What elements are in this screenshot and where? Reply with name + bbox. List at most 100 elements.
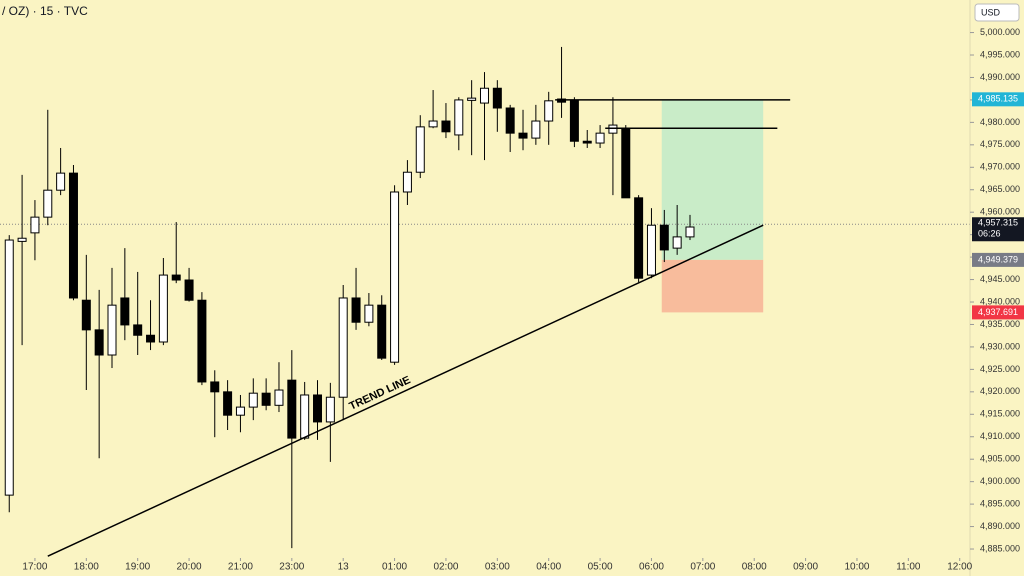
price-label: 4,985.135 xyxy=(978,94,1018,104)
candle-body xyxy=(68,172,78,299)
candle-body xyxy=(133,324,143,336)
candle-body xyxy=(402,171,412,193)
candle-body xyxy=(454,99,464,136)
price-label: 4,937.691 xyxy=(978,307,1018,317)
candle-body xyxy=(544,100,554,122)
candle-body xyxy=(672,236,682,249)
candle-body xyxy=(248,392,258,408)
candle-body xyxy=(300,394,310,439)
candle-body xyxy=(467,97,477,101)
y-tick-label: 4,910.000 xyxy=(980,431,1020,441)
y-tick-label: 4,975.000 xyxy=(980,139,1020,149)
candle-body xyxy=(351,297,361,323)
x-tick-label: 06:00 xyxy=(639,562,664,573)
currency-button[interactable] xyxy=(974,3,1020,22)
candle-body xyxy=(158,274,168,343)
candle-body xyxy=(210,381,220,393)
price-label-box xyxy=(972,252,1024,267)
candle-body xyxy=(274,389,284,406)
y-tick-label: 4,940.000 xyxy=(980,296,1020,306)
countdown-label: 06:26 xyxy=(978,229,1001,239)
x-tick-label: 18:00 xyxy=(74,562,99,573)
candle-body xyxy=(325,396,335,423)
price-label-box xyxy=(972,305,1024,320)
x-tick-label: 23:00 xyxy=(279,562,304,573)
x-tick-label: 07:00 xyxy=(690,562,715,573)
x-tick-label: 11:00 xyxy=(896,562,921,573)
current-price-box xyxy=(972,217,1024,242)
candle-body xyxy=(608,124,618,134)
y-tick-label: 4,925.000 xyxy=(980,364,1020,374)
price-label-box xyxy=(972,92,1024,107)
y-tick-label: 4,895.000 xyxy=(980,498,1020,508)
candle-body xyxy=(146,334,156,343)
price-label: 4,949.379 xyxy=(978,254,1018,264)
x-tick-label: 17:00 xyxy=(22,562,47,573)
candle-body xyxy=(531,120,541,139)
candle-body xyxy=(428,120,438,128)
candle-body xyxy=(235,406,245,416)
trend-line xyxy=(47,224,764,557)
y-tick-label: 4,935.000 xyxy=(980,319,1020,329)
x-tick-label: 04:00 xyxy=(536,562,561,573)
x-tick-label: 10:00 xyxy=(844,562,869,573)
candle-body xyxy=(518,132,528,139)
candle-body xyxy=(94,329,104,356)
candle-body xyxy=(223,391,233,416)
x-tick-label: 03:00 xyxy=(485,562,510,573)
x-tick-label: 02:00 xyxy=(433,562,458,573)
currency-label[interactable]: USD xyxy=(981,7,1001,17)
candle-body xyxy=(4,239,14,496)
y-tick-label: 4,945.000 xyxy=(980,274,1020,284)
candle-body xyxy=(17,237,27,242)
candle-body xyxy=(659,224,669,251)
y-tick-label: 4,915.000 xyxy=(980,409,1020,419)
candle-body xyxy=(261,392,271,406)
candle-body xyxy=(81,299,91,331)
y-tick-label: 4,980.000 xyxy=(980,117,1020,127)
candle-body xyxy=(595,132,605,144)
candle-body xyxy=(441,120,451,133)
candle-body xyxy=(505,107,515,134)
candle-body xyxy=(120,297,130,326)
x-tick-label: 09:00 xyxy=(793,562,818,573)
candle-body xyxy=(646,224,656,276)
candle-body xyxy=(479,87,489,104)
candle-body xyxy=(30,216,40,234)
x-tick-label: 12:00 xyxy=(947,562,972,573)
y-tick-label: 4,920.000 xyxy=(980,386,1020,396)
candle-body xyxy=(582,140,592,144)
candle-body xyxy=(685,226,695,238)
y-tick-label: 4,890.000 xyxy=(980,521,1020,531)
candle-body xyxy=(184,279,194,301)
y-tick-label: 4,990.000 xyxy=(980,72,1020,82)
plot-area xyxy=(0,46,970,557)
candle-body xyxy=(197,299,207,383)
y-tick-label: 4,965.000 xyxy=(980,184,1020,194)
x-tick-label: 01:00 xyxy=(382,562,407,573)
candle-body xyxy=(377,304,387,359)
x-tick-label: 21:00 xyxy=(228,562,253,573)
x-tick-label: 08:00 xyxy=(742,562,767,573)
x-tick-label: 13 xyxy=(338,562,350,573)
candle-body xyxy=(43,189,53,218)
y-tick-label: 4,995.000 xyxy=(980,49,1020,59)
y-tick-label: 5,000.000 xyxy=(980,27,1020,37)
y-tick-label: 4,970.000 xyxy=(980,162,1020,172)
y-tick-label: 4,960.000 xyxy=(980,207,1020,217)
candle-body xyxy=(313,394,323,423)
loss-zone xyxy=(661,259,764,313)
x-tick-label: 20:00 xyxy=(177,562,202,573)
candle-body xyxy=(364,304,374,323)
candle-body xyxy=(415,126,425,173)
x-tick-label: 05:00 xyxy=(588,562,613,573)
candle-body xyxy=(621,127,631,199)
candle-body xyxy=(287,379,297,439)
chart-title: / OZ) · 15 · TVC xyxy=(2,4,88,18)
y-tick-label: 4,905.000 xyxy=(980,454,1020,464)
x-tick-label: 19:00 xyxy=(125,562,150,573)
candle-body xyxy=(338,297,348,398)
